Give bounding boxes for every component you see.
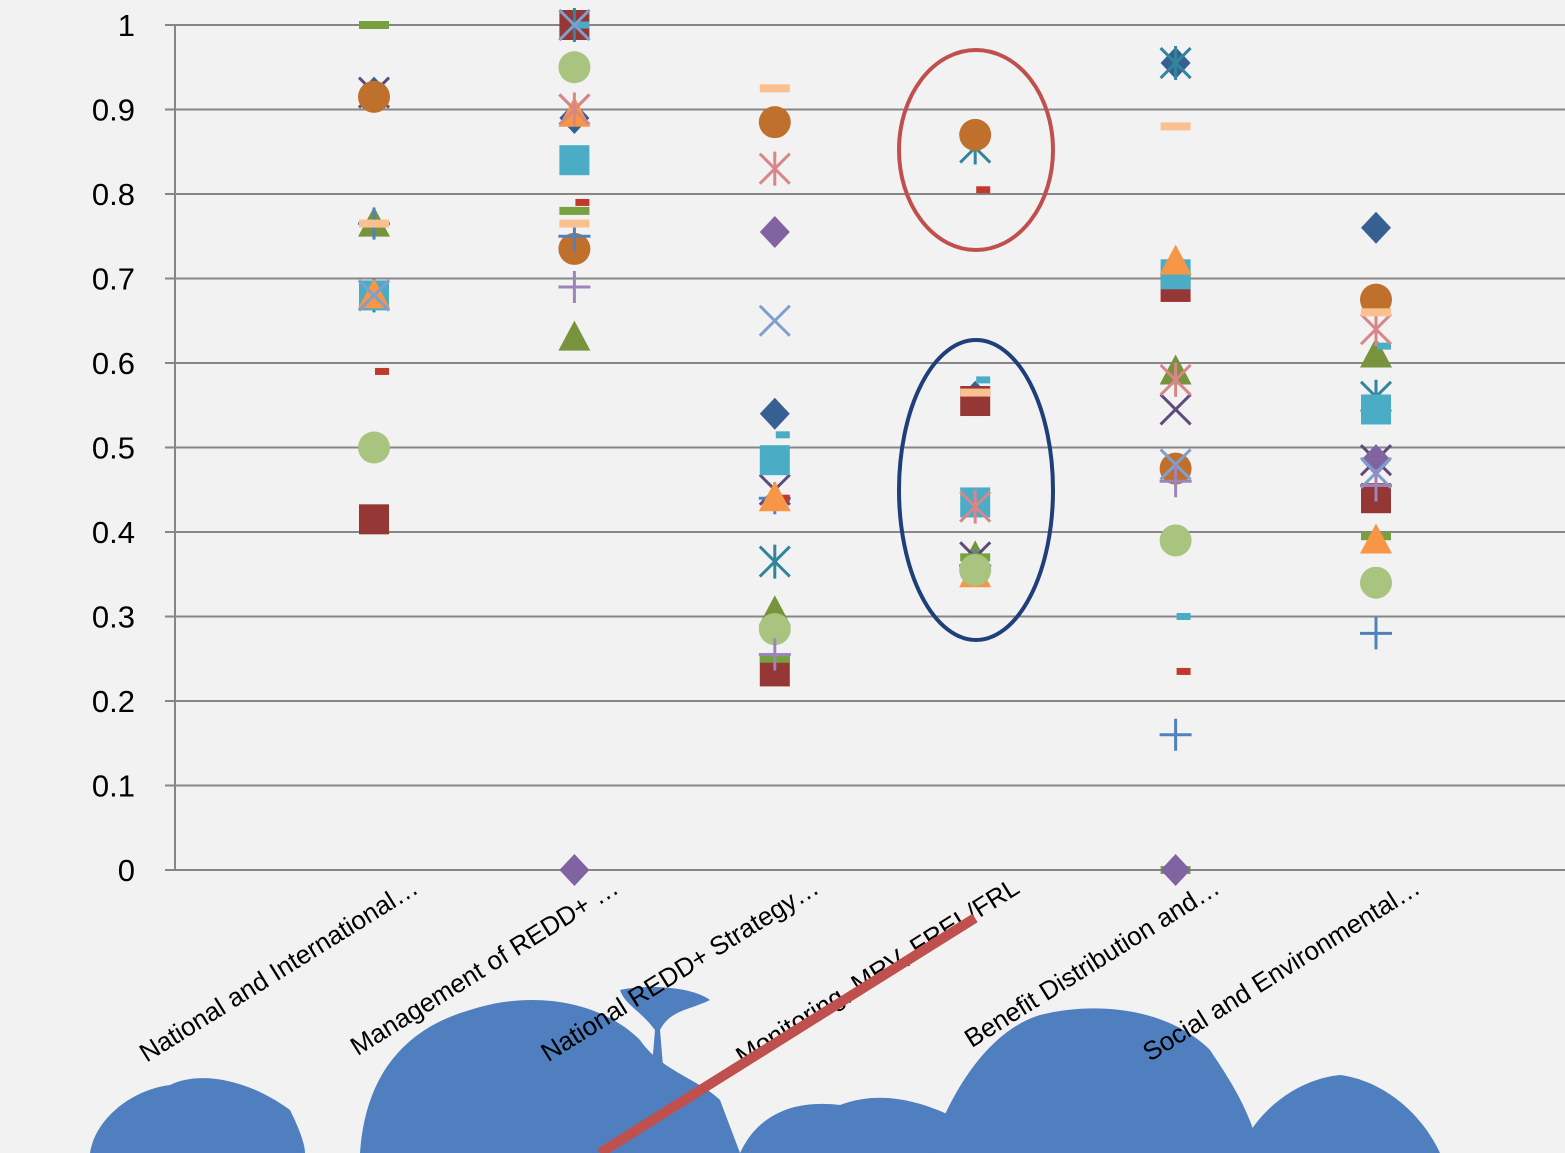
- tree-silhouette: [740, 1097, 980, 1153]
- marker-diamond: [1361, 444, 1391, 477]
- marker-x: [558, 8, 591, 42]
- marker-x: [1159, 393, 1192, 426]
- y-tick-label: 0.7: [92, 262, 135, 297]
- marker-small-dash: [575, 198, 590, 206]
- marker-x: [758, 304, 791, 337]
- marker-circle: [1360, 283, 1392, 316]
- marker-small-dash: [575, 21, 590, 29]
- marker-small-dash: [976, 186, 991, 194]
- marker-dash: [559, 219, 590, 228]
- marker-small-dash: [1377, 342, 1391, 350]
- y-tick-label: 0.1: [92, 769, 135, 804]
- marker-circle: [758, 106, 791, 139]
- marker-star: [758, 544, 791, 579]
- tree-silhouette: [620, 987, 710, 1090]
- marker-circle: [959, 118, 992, 151]
- marker-small-dash: [1176, 613, 1191, 620]
- marker-diamond: [759, 397, 790, 430]
- y-tick-label: 1: [118, 8, 135, 43]
- marker-star: [1159, 362, 1192, 397]
- highlight-ellipse: [897, 48, 1055, 252]
- marker-circle: [1360, 566, 1392, 599]
- marker-dash: [559, 206, 590, 215]
- marker-dash: [759, 84, 790, 93]
- tree-silhouette: [360, 1000, 740, 1153]
- markers: [357, 8, 1393, 886]
- tree-silhouette: [930, 1008, 1260, 1153]
- marker-circle: [1159, 524, 1192, 557]
- marker-triangle: [1360, 523, 1392, 554]
- tree-silhouette: [1240, 1075, 1440, 1153]
- marker-plus: [1159, 465, 1192, 498]
- y-tick-label: 0.2: [92, 684, 135, 719]
- marker-square: [559, 145, 590, 176]
- y-tick-label: 0.3: [92, 600, 135, 635]
- marker-plus: [1159, 718, 1192, 751]
- marker-circle: [358, 431, 390, 464]
- marker-triangle: [1360, 337, 1392, 368]
- marker-plus: [558, 270, 591, 303]
- marker-triangle: [1159, 244, 1192, 275]
- marker-plus: [1360, 617, 1392, 650]
- marker-triangle: [558, 320, 591, 351]
- marker-star: [1159, 46, 1192, 81]
- marker-circle: [758, 613, 791, 646]
- marker-diamond: [1361, 211, 1391, 244]
- tree-silhouettes: [90, 987, 1440, 1153]
- y-tick-label: 0.5: [92, 431, 135, 466]
- y-tick-label: 0.8: [92, 177, 135, 212]
- marker-small-dash: [375, 367, 389, 375]
- highlight-ellipse: [897, 338, 1055, 642]
- marker-small-dash: [1176, 667, 1191, 675]
- marker-plus: [758, 638, 791, 671]
- marker-circle: [558, 51, 591, 84]
- marker-diamond: [1160, 854, 1191, 886]
- marker-star: [558, 92, 591, 127]
- marker-small-dash: [775, 431, 790, 439]
- marker-star: [758, 151, 791, 186]
- marker-dash: [1160, 122, 1191, 131]
- marker-star: [1359, 312, 1393, 347]
- marker-diamond: [759, 216, 790, 249]
- marker-square: [359, 504, 389, 535]
- marker-small-dash: [976, 376, 991, 384]
- marker-x: [357, 279, 391, 312]
- marker-dash: [359, 21, 389, 29]
- marker-diamond: [559, 854, 590, 886]
- marker-plus: [1360, 469, 1392, 502]
- marker-dash: [1361, 308, 1391, 317]
- marker-dash: [359, 219, 389, 228]
- marker-square: [759, 445, 790, 476]
- strike-line: [597, 913, 978, 1153]
- marker-x: [1159, 448, 1192, 481]
- y-tick-label: 0: [118, 853, 135, 888]
- marker-circle: [959, 554, 992, 587]
- y-tick-label: 0.4: [92, 515, 135, 550]
- marker-circle: [358, 80, 390, 113]
- marker-star: [959, 489, 992, 524]
- y-tick-label: 0.9: [92, 93, 135, 128]
- y-tick-label: 0.6: [92, 346, 135, 381]
- marker-triangle: [758, 481, 791, 512]
- tree-silhouette: [90, 1078, 305, 1153]
- marker-dash: [960, 388, 991, 397]
- marker-square: [1361, 394, 1391, 425]
